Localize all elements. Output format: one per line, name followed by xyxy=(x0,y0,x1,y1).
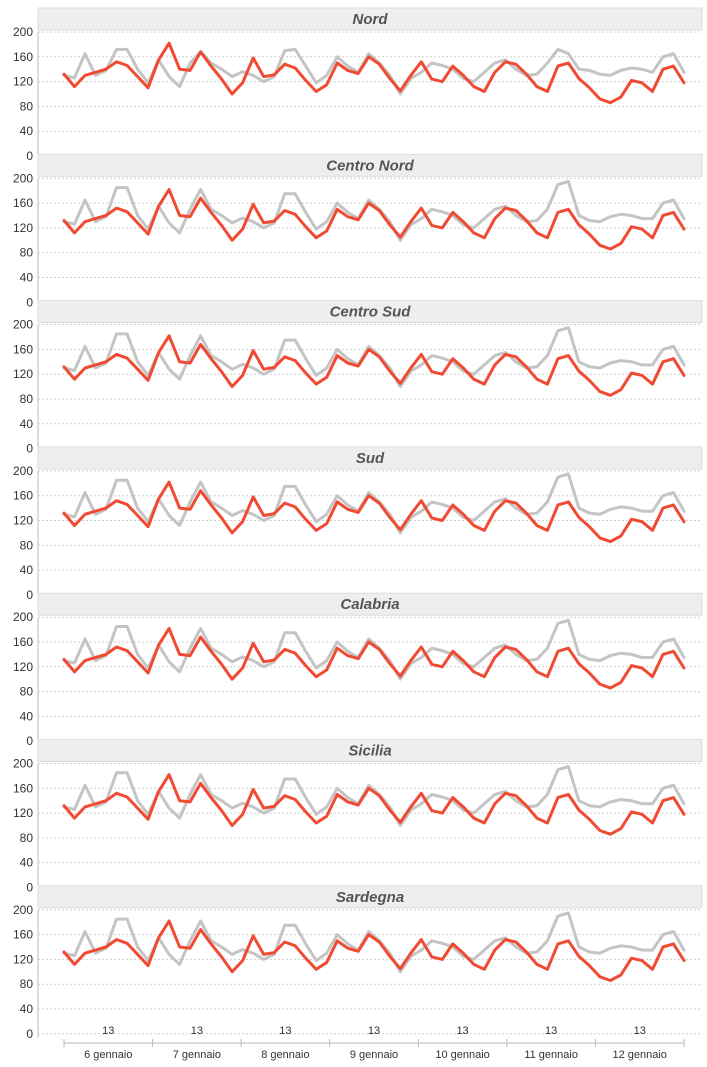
series-red-line xyxy=(62,41,686,105)
panel-header xyxy=(37,446,703,470)
y-tick-label: 0 xyxy=(26,442,33,456)
series-red-line xyxy=(62,773,686,836)
panel-title: Calabria xyxy=(340,596,399,613)
series-grey-line xyxy=(62,179,686,242)
y-tick-label: 200 xyxy=(13,171,33,185)
y-tick-label: 0 xyxy=(26,1027,33,1041)
panel-header xyxy=(37,739,703,762)
y-tick-label: 40 xyxy=(20,709,34,723)
y-tick-label: 80 xyxy=(20,685,34,699)
panel-header xyxy=(37,7,703,31)
panel-header xyxy=(37,153,703,177)
panel-sardegna: Sardegna 0 40 80 120 160 200 xyxy=(13,885,703,1041)
panel-header xyxy=(37,300,703,324)
y-tick-label: 80 xyxy=(20,831,34,845)
x-day-label: 10 gennaio xyxy=(435,1049,489,1061)
panel-title: Sardegna xyxy=(336,889,404,906)
y-tick-label: 80 xyxy=(20,99,34,113)
y-tick-label: 40 xyxy=(20,271,34,285)
x-hour-tick-label: 13 xyxy=(456,1025,468,1037)
panel-nord: Nord 0 40 80 120 160 200 xyxy=(13,7,703,163)
series-grey-line xyxy=(62,47,686,96)
panel-title: Sicilia xyxy=(348,743,391,760)
x-day-label: 12 gennaio xyxy=(612,1049,666,1061)
y-tick-label: 0 xyxy=(26,295,33,309)
x-hour-tick-label: 13 xyxy=(191,1025,203,1037)
y-tick-label: 160 xyxy=(13,196,33,210)
series-red-line xyxy=(62,919,686,982)
y-tick-label: 0 xyxy=(26,734,33,748)
y-tick-label: 160 xyxy=(13,781,33,795)
y-tick-label: 40 xyxy=(20,1002,34,1016)
y-tick-label: 120 xyxy=(13,806,33,820)
series-grey-line xyxy=(62,618,686,681)
y-tick-label: 80 xyxy=(20,538,34,552)
series-grey-line xyxy=(62,911,686,974)
y-tick-label: 200 xyxy=(13,757,33,771)
panel-title: Sud xyxy=(356,450,385,467)
y-tick-label: 200 xyxy=(13,318,33,332)
y-tick-label: 160 xyxy=(13,635,33,649)
y-tick-label: 40 xyxy=(20,563,34,577)
y-tick-label: 120 xyxy=(13,221,33,235)
y-tick-label: 120 xyxy=(13,75,33,89)
panel-title: Centro Nord xyxy=(326,157,414,174)
x-hour-tick-label: 13 xyxy=(545,1025,557,1037)
x-day-label: 11 gennaio xyxy=(524,1049,578,1061)
panel-centro-nord: Centro Nord 0 40 80 120 160 200 xyxy=(13,153,703,309)
y-tick-label: 40 xyxy=(20,124,34,138)
panel-centro-sud: Centro Sud 0 40 80 120 160 200 xyxy=(13,300,703,456)
x-hour-tick-label: 13 xyxy=(634,1025,646,1037)
y-tick-label: 80 xyxy=(20,392,34,406)
y-tick-label: 0 xyxy=(26,149,33,163)
series-grey-line xyxy=(62,765,686,827)
y-tick-label: 200 xyxy=(13,464,33,478)
y-tick-label: 200 xyxy=(13,903,33,917)
y-tick-label: 40 xyxy=(20,856,34,870)
y-tick-label: 80 xyxy=(20,977,34,991)
y-tick-label: 0 xyxy=(26,588,33,602)
y-tick-label: 120 xyxy=(13,514,33,528)
panel-header xyxy=(37,885,703,909)
y-tick-label: 120 xyxy=(13,660,33,674)
panel-calabria: Calabria 0 40 80 120 160 200 xyxy=(13,592,703,748)
y-tick-label: 160 xyxy=(13,50,33,64)
series-red-line xyxy=(62,480,686,544)
x-day-label: 7 gennaio xyxy=(173,1049,221,1061)
y-tick-label: 200 xyxy=(13,610,33,624)
y-tick-label: 40 xyxy=(20,417,34,431)
x-day-label: 8 gennaio xyxy=(261,1049,309,1061)
panel-title: Centro Sud xyxy=(330,304,412,321)
y-tick-label: 200 xyxy=(13,25,33,39)
series-grey-line xyxy=(62,472,686,535)
y-tick-label: 0 xyxy=(26,881,33,895)
panel-sicilia: Sicilia 0 40 80 120 160 200 xyxy=(13,739,703,895)
x-day-label: 9 gennaio xyxy=(350,1049,398,1061)
series-red-line xyxy=(62,626,686,690)
panel-sud: Sud 0 40 80 120 160 200 xyxy=(13,446,703,602)
y-tick-label: 80 xyxy=(20,246,34,260)
x-day-label: 6 gennaio xyxy=(84,1049,132,1061)
y-tick-label: 120 xyxy=(13,367,33,381)
panel-title: Nord xyxy=(353,11,389,28)
x-hour-tick-label: 13 xyxy=(279,1025,291,1037)
series-red-line xyxy=(62,188,686,251)
series-red-line xyxy=(62,334,686,397)
panel-header xyxy=(37,592,703,616)
series-grey-line xyxy=(62,326,686,389)
x-hour-tick-label: 13 xyxy=(368,1025,380,1037)
y-tick-label: 160 xyxy=(13,928,33,942)
x-hour-tick-label: 13 xyxy=(102,1025,114,1037)
y-tick-label: 120 xyxy=(13,952,33,966)
y-tick-label: 160 xyxy=(13,489,33,503)
y-tick-label: 160 xyxy=(13,342,33,356)
